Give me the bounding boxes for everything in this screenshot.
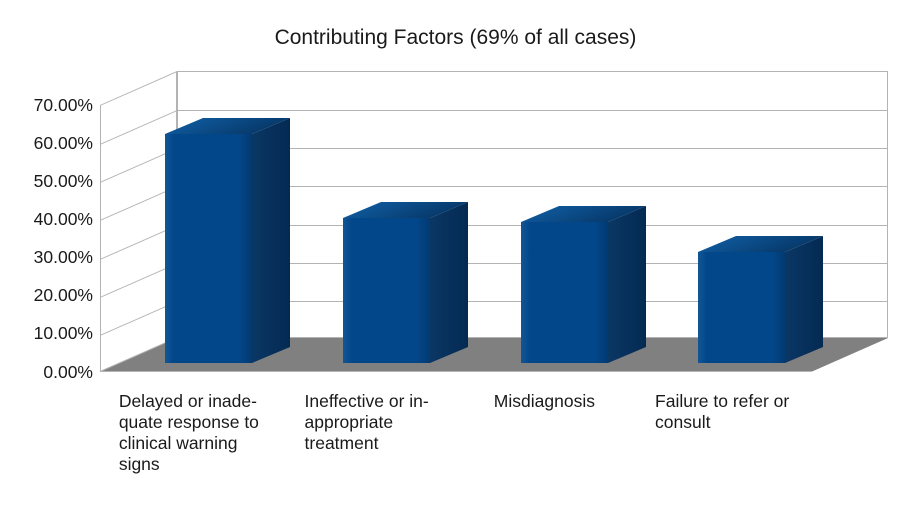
bar-side-face	[785, 236, 824, 363]
y-tick-label: 70.00%	[33, 94, 93, 115]
y-tick-label: 40.00%	[33, 208, 93, 229]
category-label: Misdiagnosis	[493, 391, 595, 411]
bar-front-face	[520, 221, 608, 363]
chart-title: Contributing Factors (69% of all cases)	[274, 26, 637, 49]
category-cell-2: Ineffective or in- appropriate treatment	[278, 391, 456, 475]
category-cell-1: Delayed or inade- quate response to clin…	[100, 391, 278, 475]
category-label: Failure to refer or consult	[655, 391, 790, 432]
bar-front-face	[342, 218, 430, 363]
y-tick-label: 30.00%	[33, 247, 93, 268]
y-tick-label: 50.00%	[33, 170, 93, 191]
category-cell-4: Failure to refer or consult	[633, 391, 811, 475]
category-label: Delayed or inade- quate response to clin…	[118, 391, 259, 474]
y-tick-label: 60.00%	[33, 132, 93, 153]
y-tick-label: 0.00%	[43, 361, 93, 382]
y-tick-label: 10.00%	[33, 323, 93, 344]
category-label: Ineffective or in- appropriate treatment	[304, 391, 429, 453]
category-cell-3: Misdiagnosis	[456, 391, 634, 475]
y-tick-label: 20.00%	[33, 285, 93, 306]
bar-front-face	[698, 252, 786, 363]
bar-side-face	[607, 205, 646, 363]
gridline	[178, 148, 887, 150]
gridline	[178, 186, 887, 188]
bar-front-face	[165, 134, 253, 363]
bar-side-face	[429, 202, 468, 363]
category-axis: Delayed or inade- quate response to clin…	[100, 391, 811, 475]
bar-side-face	[252, 118, 291, 363]
gridline	[178, 110, 887, 112]
